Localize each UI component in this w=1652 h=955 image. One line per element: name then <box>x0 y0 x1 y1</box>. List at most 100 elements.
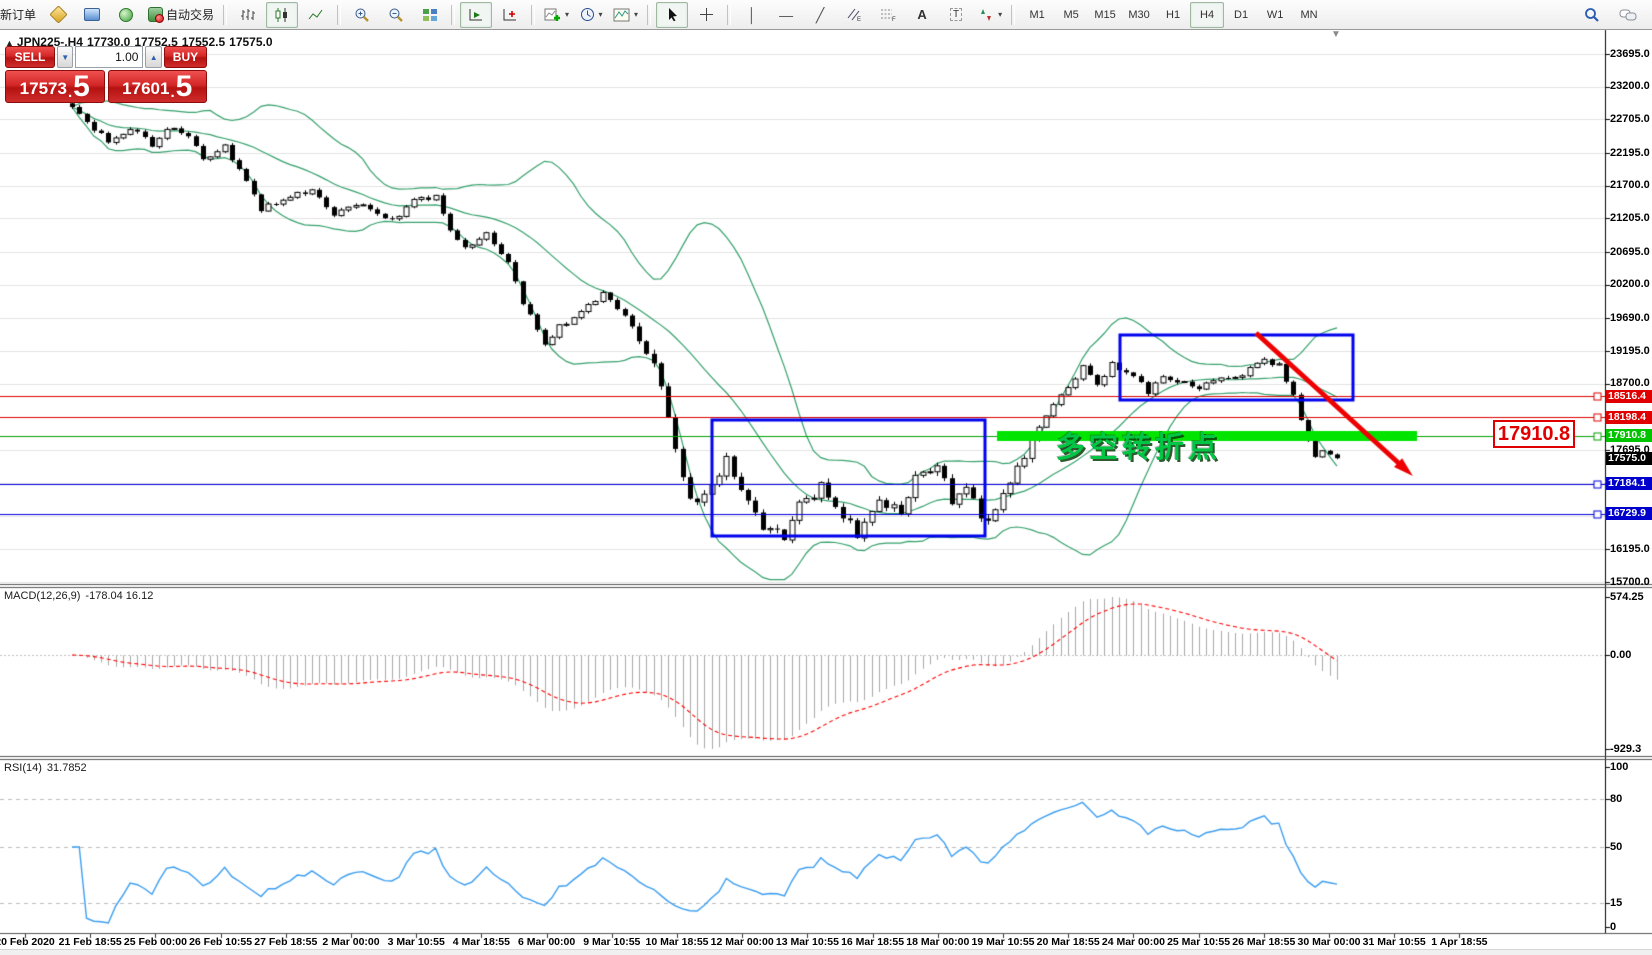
volume-input[interactable] <box>75 46 144 68</box>
main-chart-region[interactable] <box>0 30 1605 584</box>
axis-tick-label: 22705.0 <box>1610 112 1650 125</box>
axis-tick-label: 23200.0 <box>1610 80 1650 93</box>
indicators-button[interactable]: ▾ <box>540 2 573 28</box>
cursor-icon <box>669 8 678 22</box>
macd-panel-region[interactable] <box>0 588 1605 756</box>
sell-price-display[interactable]: 17573. 5 <box>5 70 105 103</box>
auto-trading-button[interactable]: 自动交易 <box>144 2 218 28</box>
symbol-period-label: JPN225-,H4 <box>16 35 83 49</box>
timeframe-button-h1[interactable]: H1 <box>1166 8 1181 21</box>
date-tick-label: 19 Mar 10:55 <box>971 936 1035 948</box>
date-tick-label: 21 Feb 18:55 <box>58 936 122 948</box>
rsi-panel-region[interactable] <box>0 760 1605 933</box>
price-level-label: 18516.4 <box>1606 389 1652 403</box>
sell-price-main: 17573 <box>19 79 67 99</box>
text-tool-button[interactable]: A <box>906 2 938 28</box>
axis-tick-label: 18700.0 <box>1610 377 1650 390</box>
fibonacci-tool-button[interactable]: F <box>872 2 904 28</box>
axis-tick-label: -929.3 <box>1610 742 1642 755</box>
axis-tick-label: 80 <box>1610 792 1623 805</box>
bar-chart-mode-button[interactable] <box>232 2 264 28</box>
buy-button-label: BUY <box>172 50 199 64</box>
timeframe-group: M1 M5 M15 M30 H1 H4 D1 W1 MN <box>1020 1 1326 28</box>
channel-tool-button[interactable]: E <box>838 2 870 28</box>
chart-shift-button[interactable] <box>494 2 526 28</box>
date-tick-label: 26 Mar 18:55 <box>1232 936 1296 948</box>
auto-scroll-button[interactable] <box>460 1 493 28</box>
date-tick-label: 9 Mar 10:55 <box>583 936 641 948</box>
toolbar-separator <box>531 4 536 25</box>
timeframe-button-w1[interactable]: W1 <box>1266 8 1284 21</box>
axis-tick-label: 50 <box>1610 840 1623 853</box>
toolbar-separator <box>337 4 342 25</box>
date-tick-label: 30 Mar 00:00 <box>1297 936 1361 948</box>
arrows-shapes-icon <box>981 8 992 21</box>
trendline-tool-button[interactable]: ╱ <box>804 2 836 28</box>
line-chart-mode-button[interactable] <box>300 2 332 28</box>
sell-button[interactable]: SELL <box>5 46 55 68</box>
open-value: 17730.0 <box>86 35 131 49</box>
axis-tick-label: 574.25 <box>1610 590 1644 603</box>
axis-tick-label: 20695.0 <box>1610 245 1650 258</box>
collapse-triangle-icon: ▲ <box>5 38 14 48</box>
date-tick-label: 1 Apr 18:55 <box>1431 936 1488 948</box>
date-tick-label: 13 Mar 10:55 <box>775 936 839 948</box>
shapes-tool-button[interactable]: ▾ <box>974 2 1006 28</box>
label-tool-button[interactable]: T <box>940 2 972 28</box>
terminal-button[interactable] <box>76 2 108 28</box>
periods-button[interactable]: ▾ <box>575 2 607 28</box>
buy-price-display[interactable]: 17601. 5 <box>107 70 207 103</box>
volume-decrease-button[interactable]: ▼ <box>56 46 74 68</box>
high-value: 17752.5 <box>134 35 178 49</box>
fibonacci-icon: F <box>881 9 896 22</box>
timeframe-button-h4[interactable]: H4 <box>1190 1 1225 28</box>
template-icon <box>613 8 630 21</box>
price-level-label: 17575.0 <box>1606 451 1652 465</box>
axis-tick-label: 22195.0 <box>1610 146 1650 159</box>
horizontal-line-tool-button[interactable]: — <box>770 2 802 28</box>
timeframe-button-m5[interactable]: M5 <box>1063 8 1079 21</box>
axis-tick-label: 19195.0 <box>1610 344 1650 357</box>
toolbar-separator <box>727 4 732 25</box>
timeframe-button-mn[interactable]: MN <box>1300 8 1318 21</box>
annotation-turning-point[interactable]: 多空转折点 <box>1056 432 1222 464</box>
tile-windows-button[interactable] <box>414 2 446 28</box>
toolbar: 新订单 自动交易 <box>0 0 1652 30</box>
templates-button[interactable]: ▾ <box>609 2 642 28</box>
date-tick-label: 4 Mar 18:55 <box>452 936 510 948</box>
candlestick-mode-button[interactable] <box>266 1 299 28</box>
date-tick-label: 27 Feb 18:55 <box>254 936 318 948</box>
cursor-tool-button[interactable] <box>656 1 689 28</box>
zoom-out-button[interactable] <box>380 2 412 28</box>
date-tick-label: 20 Mar 18:55 <box>1036 936 1100 948</box>
chart-shift-icon <box>503 8 517 20</box>
rsi-value: 31.7852 <box>46 762 87 774</box>
timeframe-button-m1[interactable]: M1 <box>1029 8 1045 21</box>
timeframe-button-d1[interactable]: D1 <box>1234 8 1249 21</box>
dropdown-arrow-icon: ▾ <box>998 10 1003 19</box>
vertical-line-tool-button[interactable]: │ <box>736 2 768 28</box>
price-level-label: 18198.4 <box>1606 410 1652 424</box>
new-order-button[interactable]: 新订单 <box>0 2 40 28</box>
candlestick-icon <box>275 7 288 22</box>
search-button[interactable] <box>1576 2 1608 28</box>
crosshair-tool-button[interactable] <box>690 2 722 28</box>
zoom-in-button[interactable] <box>346 2 378 28</box>
signals-button[interactable] <box>110 2 142 28</box>
axis-tick-label: 21700.0 <box>1610 179 1650 192</box>
axis-tick-label: 15 <box>1610 896 1623 909</box>
chart-window-button[interactable] <box>42 2 74 28</box>
dropdown-arrow-icon: ▾ <box>565 10 570 19</box>
chart-shift-marker-icon[interactable]: ▼ <box>1331 29 1341 40</box>
equidistant-channel-icon: E <box>847 8 861 22</box>
date-tick-label: 6 Mar 00:00 <box>517 936 576 948</box>
volume-increase-button[interactable]: ▲ <box>145 46 162 68</box>
text-tool-icon: A <box>917 7 927 22</box>
timeframe-button-m30[interactable]: M30 <box>1128 8 1150 21</box>
community-chat-button[interactable] <box>1612 2 1644 28</box>
timeframe-button-m15[interactable]: M15 <box>1094 8 1116 21</box>
buy-button[interactable]: BUY <box>163 46 207 68</box>
axis-tick-label: 20200.0 <box>1610 278 1650 291</box>
price-tag-17910[interactable]: 17910.8 <box>1493 420 1575 448</box>
